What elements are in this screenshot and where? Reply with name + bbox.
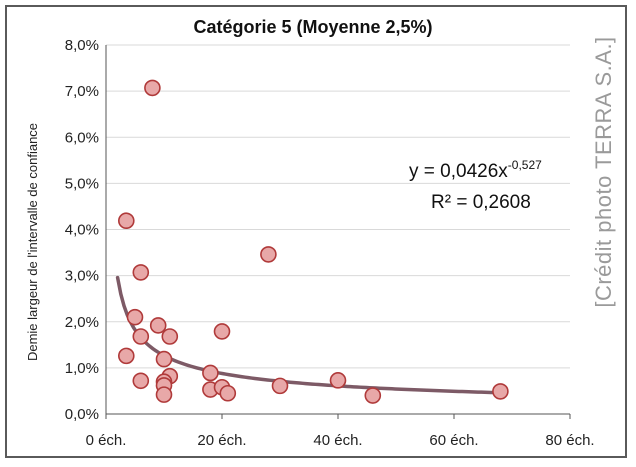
data-point xyxy=(118,212,135,230)
y-tick-label: 7,0% xyxy=(65,83,99,100)
trendline xyxy=(115,275,503,395)
axes xyxy=(105,45,571,419)
data-point xyxy=(219,384,237,402)
y-tick-labels: 0,0% 1,0% 2,0% 3,0% 4,0% 5,0% 6,0% 7,0% 8,0% xyxy=(65,37,99,423)
data-point xyxy=(155,386,173,403)
y-tick-label: 6,0% xyxy=(65,129,99,146)
y-tick-label: 5,0% xyxy=(65,175,99,192)
equation-base: y = 0,0426x xyxy=(409,161,508,182)
data-point xyxy=(144,79,161,97)
data-point xyxy=(132,372,150,390)
x-tick-label: 80 éch. xyxy=(545,432,594,449)
x-tick-labels: 0 éch. 20 éch. 40 éch. 60 éch. 80 éch. xyxy=(86,432,595,449)
data-point xyxy=(260,246,277,263)
y-tick-label: 3,0% xyxy=(65,268,99,285)
data-point xyxy=(213,323,231,340)
data-point xyxy=(271,377,289,395)
data-point xyxy=(492,383,509,400)
data-point xyxy=(161,328,179,345)
y-tick-label: 1,0% xyxy=(65,360,99,377)
y-tick-label: 0,0% xyxy=(65,406,99,423)
y-tick-label: 8,0% xyxy=(65,37,99,54)
chart-svg: 0,0% 1,0% 2,0% 3,0% 4,0% 5,0% 6,0% 7,0% 8,0% 0 é… xyxy=(25,17,616,449)
data-point xyxy=(132,328,150,345)
chart-frame: 0,0% 1,0% 2,0% 3,0% 4,0% 5,0% 6,0% 7,0% 8,0% 0 é… xyxy=(5,5,627,458)
data-point xyxy=(132,264,150,281)
trendline-layer xyxy=(115,275,503,395)
data-point xyxy=(118,347,135,365)
data-point xyxy=(149,317,167,334)
x-tick-label: 40 éch. xyxy=(313,432,362,449)
data-point xyxy=(364,387,382,404)
data-point xyxy=(126,308,144,326)
y-tick-label: 2,0% xyxy=(65,314,99,331)
r-squared-label: R² = 0,2608 xyxy=(431,192,531,213)
data-points xyxy=(118,79,509,404)
x-tick-label: 0 éch. xyxy=(86,432,127,449)
data-point xyxy=(329,372,347,389)
equation-exponent: -0,527 xyxy=(508,158,542,172)
x-tick-label: 60 éch. xyxy=(429,432,478,449)
data-point xyxy=(202,364,219,382)
chart-title: Catégorie 5 (Moyenne 2,5%) xyxy=(193,17,432,37)
y-axis-label: Demie largeur de l'intervalle de confian… xyxy=(25,123,40,361)
data-point xyxy=(155,350,173,368)
trendline-equation: y = 0,0426x-0,527 xyxy=(409,158,542,182)
photo-credit: [Crédit photo TERRA S.A.] xyxy=(591,36,616,307)
grid-lines xyxy=(106,44,570,369)
y-tick-label: 4,0% xyxy=(65,222,99,239)
x-tick-label: 20 éch. xyxy=(197,432,246,449)
